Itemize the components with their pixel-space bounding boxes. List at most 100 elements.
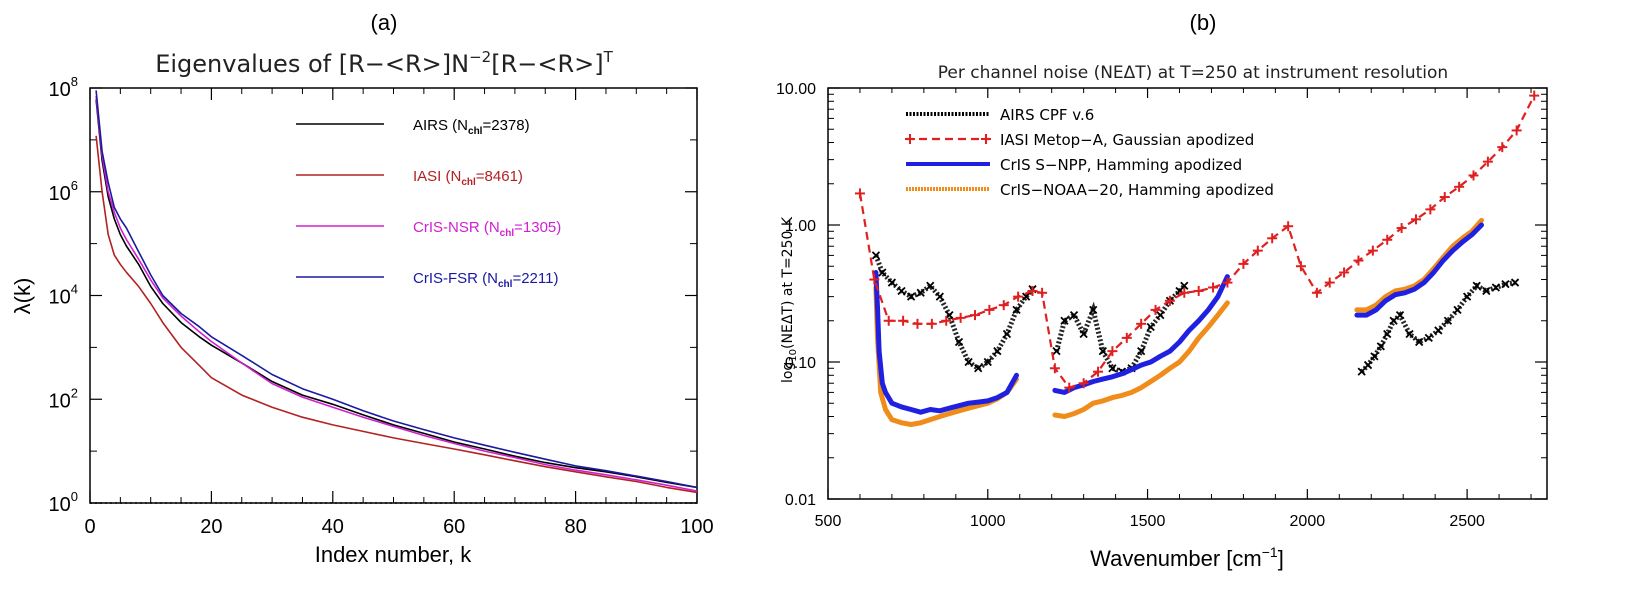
iasi-point [1208,282,1219,293]
series-cris-noaa-20-hamming-apodized-line [1354,217,1484,313]
series-cris-s-npp-hamming-apodized-line [1354,222,1484,318]
iasi-point [1439,192,1450,203]
iasi-point [869,274,880,285]
iasi-point [998,300,1009,311]
iasi-point [1150,304,1161,315]
x-tick-label: 2000 [1290,513,1326,530]
y-tick-label: 100 [49,489,78,516]
iasi-point [926,318,937,329]
panel-a-label: (a) [371,10,398,35]
series-cris-s-npp-hamming-apodized-line [873,270,1019,415]
iasi-point [1410,214,1421,225]
iasi-point [1529,90,1540,101]
iasi-point [1353,255,1364,266]
iasi-point [1107,346,1118,357]
iasi-point [1193,285,1204,296]
iasi-point [1468,170,1479,181]
iasi-point [898,315,909,326]
panel-b-title: Per channel noise (NEΔT) at T=250 at ins… [938,63,1448,83]
x-tick-label: 80 [564,516,586,538]
x-tick-label: 1500 [1130,513,1166,530]
iasi-point [854,188,865,199]
iasi-point [1324,277,1335,288]
iasi-point [1064,382,1075,393]
iasi-point [1013,291,1024,302]
series-airs-cpf-v-6-cloud [1359,280,1516,374]
airs-point [1180,281,1189,290]
airs-point [983,357,992,367]
iasi-point [1136,318,1147,329]
iasi-point [1252,245,1263,256]
panel-a-plot-frame [89,87,698,504]
legend-label: AIRS CPF v.6 [1000,106,1094,124]
panel-a-x-axis-label: Index number, k [315,542,473,567]
iasi-point [912,318,923,329]
iasi-point [941,315,952,326]
series-line-cris-nsr [95,95,698,492]
airs-point [1357,367,1366,376]
iasi-point [955,312,966,323]
iasi-point [1027,285,1038,296]
iasi-point [1049,363,1060,374]
panel-a-title: Eigenvalues of [R−<R>]N−2[R−<R>]T [155,48,613,78]
series-airs-cpf-v-6-cloud [1054,284,1187,375]
iasi-point [1425,204,1436,215]
iasi-point [1164,295,1175,306]
iasi-point [1179,287,1190,298]
iasi-point [1093,366,1104,377]
iasi-point [1367,245,1378,256]
y-tick-label: 106 [49,178,78,205]
iasi-point [1482,156,1493,167]
panel-b-label: (b) [1190,10,1217,35]
airs-point [1482,286,1491,296]
panel-b-plot-frame [827,87,1548,500]
series-cris-noaa-20-hamming-apodized-line [1052,300,1230,419]
x-tick-label: 2500 [1449,513,1485,530]
x-tick-label: 60 [443,516,465,538]
x-tick-label: 1000 [970,513,1006,530]
panel-a-y-axis-label: λ(k) [10,278,35,315]
iasi-point [984,304,995,315]
y-tick-label: 10.00 [776,81,816,98]
iasi-point [1037,287,1048,298]
legend-label: AIRS (Nchl=2378) [413,117,530,137]
x-tick-label: 20 [200,516,222,538]
series-airs-cpf-v-6-cloud [873,254,1035,372]
iasi-point [1121,332,1132,343]
iasi-point [1222,277,1233,288]
legend-label: IASI (Nchl=8461) [413,168,523,188]
iasi-point [1339,267,1350,278]
iasi-point [1497,142,1508,153]
series-line-airs [95,99,698,489]
legend-label: CrIS−NOAA−20, Hamming apodized [1000,181,1274,199]
airs-point [1510,278,1520,287]
iasi-point [1396,223,1407,234]
iasi-point [1382,234,1393,245]
series-line-iasi [95,135,698,494]
iasi-point [1295,261,1306,272]
x-tick-label: 40 [322,516,344,538]
iasi-point [1283,221,1294,232]
legend-label: CrIS-FSR (Nchl=2211) [413,270,558,290]
legend-label: CrIS-NSR (Nchl=1305) [413,219,561,239]
x-tick-label: 100 [680,516,713,538]
iasi-point [969,310,980,321]
legend-label: CrIS S−NPP, Hamming apodized [1000,156,1242,174]
y-tick-label: 0.10 [785,355,816,372]
panel-b-y-axis-label: log10(NEΔT) at T=250 K [780,216,799,383]
iasi-point [883,315,894,326]
y-tick-label: 0.01 [785,492,816,509]
iasi-point [1238,258,1249,269]
y-tick-label: 102 [49,385,78,412]
iasi-point [1311,287,1322,298]
iasi-point [1454,181,1465,192]
airs-point [1443,316,1453,325]
panel-b-x-axis-label: Wavenumber [cm−1] [1090,544,1284,571]
series-line-cris-fsr [95,90,698,489]
x-tick-label: 0 [84,516,95,538]
x-tick-label: 500 [815,513,842,530]
legend-label: IASI Metop−A, Gaussian apodized [1000,131,1254,149]
y-tick-label: 104 [49,282,78,309]
y-tick-label: 108 [49,74,78,101]
